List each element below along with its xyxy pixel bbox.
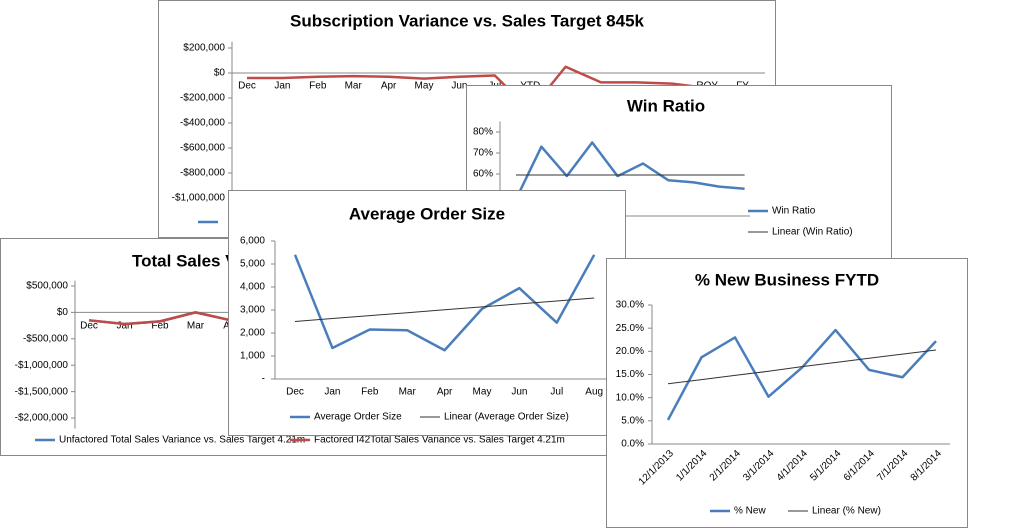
chart-title: % New Business FYTD <box>695 270 879 289</box>
chart-title: Average Order Size <box>349 204 505 223</box>
y-tick-label: 6,000 <box>240 236 265 247</box>
x-tick-label: Jun <box>451 81 467 92</box>
y-tick-label: 15.0% <box>616 369 644 380</box>
y-tick-label: $0 <box>214 68 226 79</box>
x-tick-label: May <box>473 387 492 398</box>
y-tick-label: 0.0% <box>621 439 644 450</box>
panel-background <box>228 190 626 436</box>
chart-title: Win Ratio <box>627 96 705 115</box>
y-tick-label: 30.0% <box>616 300 644 311</box>
x-tick-label: Apr <box>437 387 453 398</box>
y-tick-label: 80% <box>473 127 493 138</box>
y-tick-label: -$500,000 <box>23 333 68 344</box>
chart-title: Subscription Variance vs. Sales Target 8… <box>290 11 645 30</box>
data-line <box>666 328 937 421</box>
x-tick-label: Dec <box>286 387 304 398</box>
data-line <box>514 141 745 200</box>
y-tick-label: 5,000 <box>240 259 265 270</box>
x-tick-label: Jun <box>511 387 527 398</box>
legend-label: Win Ratio <box>772 206 816 217</box>
panel-background <box>606 258 968 528</box>
trend-line <box>294 297 595 322</box>
y-tick-label: 2,000 <box>240 328 265 339</box>
y-tick-label: -$1,000,000 <box>15 360 69 371</box>
y-tick-label: -$400,000 <box>180 118 225 129</box>
y-tick-label: -$2,000,000 <box>15 413 69 424</box>
y-tick-label: 4,000 <box>240 282 265 293</box>
x-tick-label: Jul <box>550 387 563 398</box>
y-tick-label: -$1,000,000 <box>172 193 226 204</box>
y-tick-label: $200,000 <box>183 43 225 54</box>
y-tick-label: -$1,500,000 <box>15 386 69 397</box>
x-tick-label: Feb <box>151 321 169 332</box>
y-tick-label: $500,000 <box>26 281 68 292</box>
y-tick-label: 5.0% <box>621 415 644 426</box>
x-tick-label: Feb <box>309 81 327 92</box>
x-tick-label: Dec <box>238 81 256 92</box>
trend-line <box>667 349 937 385</box>
legend-label: Linear (% New) <box>812 506 881 517</box>
legend-label: Average Order Size <box>314 412 402 423</box>
x-tick-label: Mar <box>187 321 205 332</box>
x-tick-label: Dec <box>80 321 98 332</box>
y-tick-label: 60% <box>473 169 493 180</box>
chart-panel: % New Business FYTD 0.0% 5.0% 10.0% 15.0% 20.… <box>606 258 968 528</box>
x-tick-label: Jan <box>274 81 290 92</box>
x-tick-label: Apr <box>381 81 397 92</box>
legend-label: Unfactored Total Sales Variance vs. Sale… <box>59 435 305 446</box>
data-line <box>247 65 743 112</box>
y-tick-label: -$800,000 <box>180 168 225 179</box>
y-tick-label: 20.0% <box>616 346 644 357</box>
x-tick-label: Feb <box>361 387 379 398</box>
y-tick-label: $0 <box>57 307 69 318</box>
data-line <box>293 254 596 352</box>
y-tick-label: 25.0% <box>616 323 644 334</box>
y-tick-label: -$600,000 <box>180 143 225 154</box>
y-tick-label: -$200,000 <box>180 93 225 104</box>
y-tick-label: 70% <box>473 148 493 159</box>
legend-label: Factored I42Total Sales Variance vs. Sal… <box>314 435 565 446</box>
x-tick-label: Mar <box>399 387 417 398</box>
legend-label: Linear (Average Order Size) <box>444 412 569 423</box>
x-tick-label: May <box>415 81 434 92</box>
legend-label: Linear (Win Ratio) <box>772 227 853 238</box>
x-tick-label: Jan <box>324 387 340 398</box>
y-tick-label: 1,000 <box>240 351 265 362</box>
x-tick-label: Mar <box>345 81 363 92</box>
data-line <box>88 311 232 326</box>
legend-label: % New <box>734 506 766 517</box>
y-tick-label: 10.0% <box>616 392 644 403</box>
y-tick-label: - <box>262 374 265 385</box>
chart-panel: Average Order Size - 1,000 2,000 3,000 4,000 5… <box>228 190 626 436</box>
y-tick-label: 3,000 <box>240 305 265 316</box>
x-tick-label: Aug <box>585 387 603 398</box>
x-tick-label: Jan <box>116 321 132 332</box>
